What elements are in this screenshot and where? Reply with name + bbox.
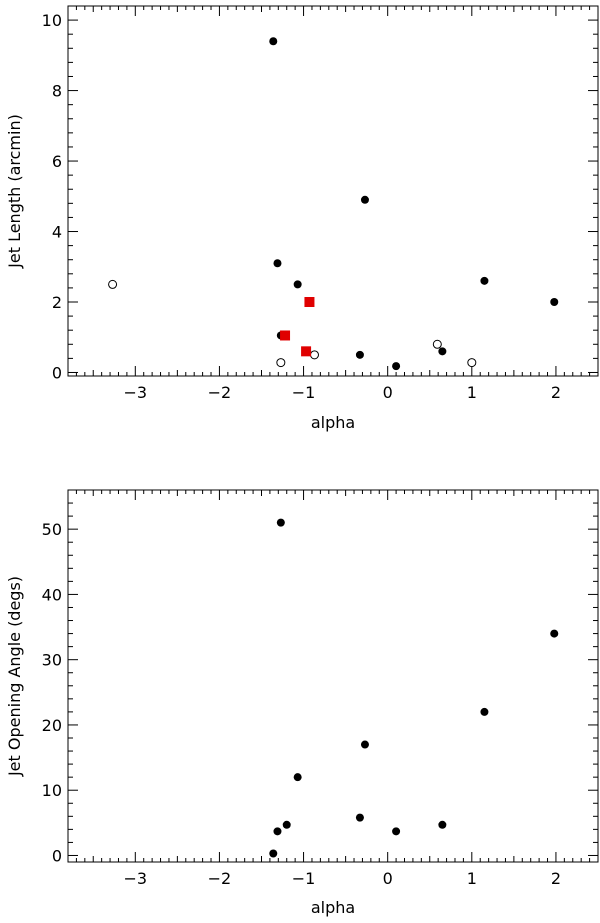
x-tick-label: 1	[467, 383, 477, 402]
y-tick-label: 0	[52, 846, 62, 865]
y-axis-label: Jet Length (arcmin)	[5, 114, 24, 269]
y-tick-label: 20	[42, 716, 62, 735]
x-tick-label: −1	[292, 869, 316, 888]
data-point-filled-circle	[550, 298, 559, 306]
data-point-filled-circle	[438, 347, 447, 356]
data-point-filled-circle	[392, 362, 401, 371]
y-tick-label: 50	[42, 520, 62, 539]
x-tick-label: −3	[124, 869, 148, 888]
data-point-filled-circle	[282, 820, 291, 829]
data-point-open-circle	[276, 358, 286, 368]
data-point-filled-circle	[480, 707, 489, 716]
data-point-filled-circle	[273, 827, 282, 836]
x-tick-label: −2	[208, 383, 232, 402]
y-tick-label: 2	[52, 293, 62, 312]
x-tick-label: 0	[383, 869, 393, 888]
data-point-filled-circle	[480, 276, 489, 285]
data-point-open-circle	[309, 350, 319, 360]
data-point-filled-circle	[360, 195, 369, 204]
x-tick-label: −2	[208, 869, 232, 888]
data-point-open-circle	[108, 279, 118, 289]
x-axis-label: alpha	[311, 413, 355, 432]
x-tick-label: 0	[383, 383, 393, 402]
data-point-filled-circle	[392, 827, 401, 836]
data-point-red-square	[280, 330, 291, 341]
y-tick-label: 6	[52, 152, 62, 171]
data-point-open-circle	[432, 339, 442, 349]
data-point-filled-circle	[293, 280, 302, 289]
y-tick-label: 40	[42, 585, 62, 604]
data-point-filled-circle	[355, 813, 364, 822]
data-point-filled-circle	[438, 820, 447, 829]
y-tick-label: 10	[42, 781, 62, 800]
y-tick-label: 10	[42, 11, 62, 30]
x-tick-label: 2	[551, 869, 561, 888]
jet-length-panel: −3 −2 −1 0 1 2 0 2 4 6 8 10 alpha Jet Length (arcmin)	[5, 5, 599, 432]
x-axis-label: alpha	[311, 898, 355, 917]
data-point-red-square	[301, 346, 312, 357]
y-axis-label: Jet Opening Angle (degs)	[5, 576, 24, 777]
plot-frame	[67, 489, 599, 863]
x-tick-label: 2	[551, 383, 561, 402]
y-tick-label: 8	[52, 82, 62, 101]
data-point-open-circle	[467, 358, 477, 368]
y-tick-label: 4	[52, 223, 62, 242]
y-tick-label: 30	[42, 651, 62, 670]
data-point-red-square	[304, 297, 315, 307]
data-point-filled-circle	[273, 259, 282, 268]
x-tick-label: −3	[124, 383, 148, 402]
data-point-filled-circle	[550, 629, 559, 638]
data-point-filled-circle	[276, 518, 285, 527]
y-tick-label: 0	[52, 363, 62, 382]
data-point-filled-circle	[269, 849, 278, 858]
x-tick-label: −1	[292, 383, 316, 402]
plot-frame	[67, 5, 599, 377]
data-point-filled-circle	[355, 350, 364, 359]
data-point-filled-circle	[360, 740, 369, 749]
x-tick-label: 1	[467, 869, 477, 888]
data-point-filled-circle	[293, 773, 302, 782]
data-point-filled-circle	[269, 37, 278, 46]
